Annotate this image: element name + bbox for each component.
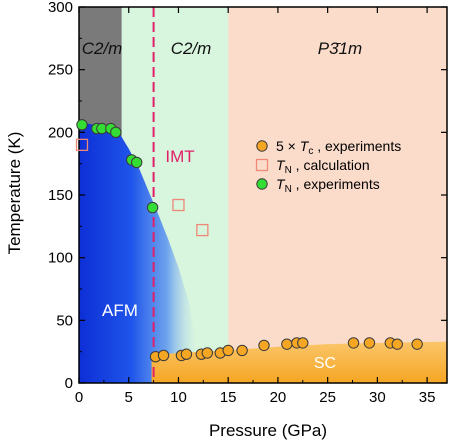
series-1-point-0 <box>75 138 89 152</box>
region-labels: C2/m C2/m P3̄1m IMT AFM SC <box>82 39 363 372</box>
series-0-point-9 <box>258 339 270 352</box>
series-0-point-13 <box>347 337 360 349</box>
series-0-point-12 <box>297 337 309 349</box>
phase-region-2 <box>228 7 447 383</box>
series-0-point-1 <box>157 349 170 362</box>
legend-label-0: 5 × Tc , experiments <box>276 138 401 157</box>
y-tick-label: 200 <box>48 124 73 141</box>
y-axis-label: Temperature (K) <box>5 132 24 255</box>
region-label-c2m-mid: C2/m <box>171 39 212 58</box>
series-2-point-6 <box>130 156 143 169</box>
x-tick-label: 15 <box>220 389 237 406</box>
x-tick-label: 10 <box>170 389 187 406</box>
series-0-point-7 <box>222 344 234 357</box>
series-2-point-0 <box>76 119 88 131</box>
x-tick-label: 30 <box>369 389 386 406</box>
region-label-c2m-low: C2/m <box>82 39 123 58</box>
region-label-p31m: P3̄1m <box>318 39 362 58</box>
x-tick-label: 20 <box>270 389 287 406</box>
x-tick-label: 5 <box>125 389 133 406</box>
series-2-point-7 <box>146 201 159 214</box>
legend-marker-2 <box>256 178 268 190</box>
y-tick-label: 250 <box>48 62 73 79</box>
legend-marker-0 <box>256 140 268 152</box>
legend-label-2: TN , experiments <box>276 176 380 195</box>
series-0-point-16 <box>391 338 403 350</box>
y-tick-label: 50 <box>56 312 73 329</box>
y-tick-label: 300 <box>48 0 73 16</box>
x-tick-label: 25 <box>319 389 336 406</box>
x-tick-label: 0 <box>75 389 83 406</box>
data-points <box>75 119 423 363</box>
y-tick-label: 0 <box>65 375 73 392</box>
afm-region <box>79 122 197 383</box>
series-0-point-8 <box>236 344 248 357</box>
series-0-point-10 <box>281 338 293 350</box>
afm-label: AFM <box>102 301 138 320</box>
legend-label-1: TN , calculation <box>276 157 370 176</box>
sc-label: SC <box>314 355 336 372</box>
series-1-point-1 <box>172 198 185 212</box>
series-1-point-2 <box>196 223 209 237</box>
series-0-point-3 <box>180 348 193 360</box>
x-axis-label: Pressure (GPa) <box>209 421 327 440</box>
y-tick-label: 150 <box>48 187 73 204</box>
phase-regions <box>79 7 447 383</box>
x-tick-label: 35 <box>419 389 436 406</box>
series-2-point-4 <box>110 126 122 139</box>
series-0-point-5 <box>201 347 214 359</box>
legend-marker-1 <box>255 158 269 172</box>
imt-label: IMT <box>165 147 194 166</box>
series-0-point-14 <box>363 337 376 349</box>
y-tick-label: 100 <box>48 250 73 267</box>
axes: 0 5 10 15 20 25 30 35 0 50 100 150 200 250 300 <box>48 0 447 406</box>
series-0-point-17 <box>411 338 423 350</box>
